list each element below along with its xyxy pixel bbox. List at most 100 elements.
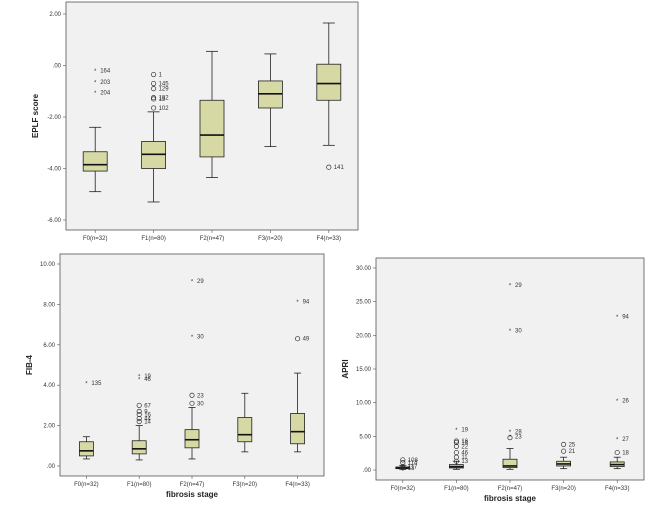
x-tick-label: F3(n=20)	[551, 486, 576, 492]
outlier-label: 67	[144, 403, 151, 409]
outlier-label: 29	[197, 279, 204, 285]
y-tick-label: -4.00	[47, 167, 61, 173]
outlier-label: 30	[197, 401, 204, 407]
y-axis-label: APRI	[341, 359, 350, 378]
outlier-circle-marker	[326, 164, 332, 170]
x-tick-label: F3(n=20)	[258, 236, 283, 242]
y-tick-label: 6.00	[43, 343, 55, 349]
outlier-circle-marker	[400, 457, 406, 463]
outlier-circle-marker	[453, 454, 459, 460]
outlier-star-marker: *	[509, 329, 512, 335]
y-tick-label: 25.00	[356, 300, 372, 306]
box-iqr	[316, 63, 342, 101]
outlier-circle-marker	[151, 96, 157, 102]
box-f3	[257, 53, 283, 148]
outlier-star-marker: *	[94, 81, 97, 87]
y-tick-label: -2.00	[47, 115, 61, 121]
outlier-label: 46	[461, 450, 468, 456]
box-iqr	[199, 99, 225, 158]
box-iqr	[290, 413, 306, 445]
outlier-label: 21	[569, 449, 576, 455]
y-tick-label: 30.00	[356, 266, 372, 272]
box-f3	[556, 456, 572, 470]
outlier-label: 164	[100, 69, 111, 75]
y-tick-label: 15.00	[356, 367, 372, 373]
outlier-label: 108	[408, 458, 419, 464]
outlier-label: 28	[515, 430, 522, 436]
x-tick-label: F0(n=32)	[74, 482, 99, 488]
box-f1	[131, 425, 147, 461]
outlier-label: 29	[515, 283, 522, 289]
outlier-circle-marker	[400, 465, 406, 471]
outlier-star-marker: *	[509, 435, 512, 441]
box-f1	[141, 111, 166, 203]
outlier-label: 117	[408, 465, 418, 471]
outlier-label: 145	[159, 82, 170, 88]
y-tick-label: 10.00	[356, 401, 372, 407]
apri-boxplot-panel: 30.00 25.00 20.00 15.00 10.00 5.00 .00 APRI F0(n…	[341, 257, 645, 503]
box-f2	[184, 407, 200, 460]
x-tick-label: F3(n=20)	[233, 482, 258, 488]
box-iqr	[79, 441, 94, 457]
outlier-label: 30	[197, 335, 204, 341]
y-tick-label: 20.00	[356, 333, 372, 339]
outlier-label: 135	[91, 381, 102, 387]
x-axis-label: fibrosis stage	[166, 490, 219, 499]
box-f2	[502, 448, 518, 470]
outlier-label: 102	[159, 106, 170, 112]
outlier-label: 203	[100, 80, 111, 86]
outlier-label: 23	[197, 393, 204, 399]
outlier-label: 30	[515, 329, 522, 335]
outlier-circle-marker	[189, 392, 195, 398]
y-tick-label: .00	[47, 464, 56, 470]
outlier-circle-marker	[400, 464, 406, 470]
outlier-circle-marker	[136, 402, 142, 408]
x-tick-label: F1(n=80)	[444, 486, 469, 492]
x-tick-label: F4(n=33)	[285, 482, 310, 488]
y-tick-label: 8.00	[43, 302, 55, 308]
y-tick-label: 5.00	[359, 434, 371, 440]
outlier-label: 13	[159, 97, 166, 103]
outlier-label: 11	[461, 455, 468, 461]
outlier-circle-marker	[561, 441, 567, 447]
outlier-label: 22	[461, 444, 468, 450]
outlier-label: 94	[622, 314, 629, 320]
outlier-star-marker: *	[191, 280, 194, 286]
x-tick-label: F0(n=32)	[83, 236, 108, 242]
outlier-star-marker: *	[94, 91, 97, 97]
outlier-circle-marker	[400, 460, 406, 466]
y-tick-label: 2.00	[43, 424, 55, 430]
x-tick-label: F4(n=33)	[317, 236, 342, 242]
y-tick-label: 2.00	[49, 12, 61, 18]
outlier-label: 18	[622, 450, 629, 456]
outlier-star-marker: *	[85, 382, 88, 388]
outlier-circle-marker	[136, 408, 142, 415]
y-axis-label: FIB-4	[25, 354, 34, 375]
y-tick-label: .00	[53, 64, 62, 70]
outlier-circle-marker	[136, 415, 142, 422]
outlier-label: 204	[100, 91, 111, 97]
outlier-label: 44	[144, 417, 151, 423]
outlier-circle-marker	[561, 448, 567, 454]
y-tick-label: 10.00	[40, 262, 56, 268]
box-iqr	[237, 417, 253, 443]
x-tick-label: F2(n=47)	[498, 486, 523, 492]
outlier-label: 46	[144, 377, 151, 383]
outlier-star-marker: *	[138, 375, 141, 381]
outlier-circle-marker	[151, 71, 157, 78]
outlier-circle-marker	[151, 86, 157, 92]
eplf-boxplot-panel: 2.00 .00 -2.00 -4.00 -6.00 EPLF score F0(n=32)…	[31, 1, 359, 242]
fib4-boxplot-panel: 10.00 8.00 6.00 4.00 2.00 .00 FIB-4 F0(n=32) F1(…	[25, 253, 325, 499]
box-f0	[79, 436, 94, 460]
x-tick-label: F0(n=32)	[391, 486, 416, 492]
outlier-star-marker: *	[94, 69, 97, 75]
x-tick-label: F2(n=47)	[200, 236, 225, 242]
outlier-label: 27	[622, 437, 629, 443]
y-tick-label: 4.00	[43, 383, 55, 389]
outlier-label: 26	[622, 399, 629, 405]
outlier-circle-marker	[151, 105, 157, 111]
outlier-label: 19	[144, 374, 151, 380]
outlier-star-marker: *	[616, 399, 619, 405]
outlier-circle-marker	[453, 458, 459, 464]
box-f2	[199, 50, 225, 178]
